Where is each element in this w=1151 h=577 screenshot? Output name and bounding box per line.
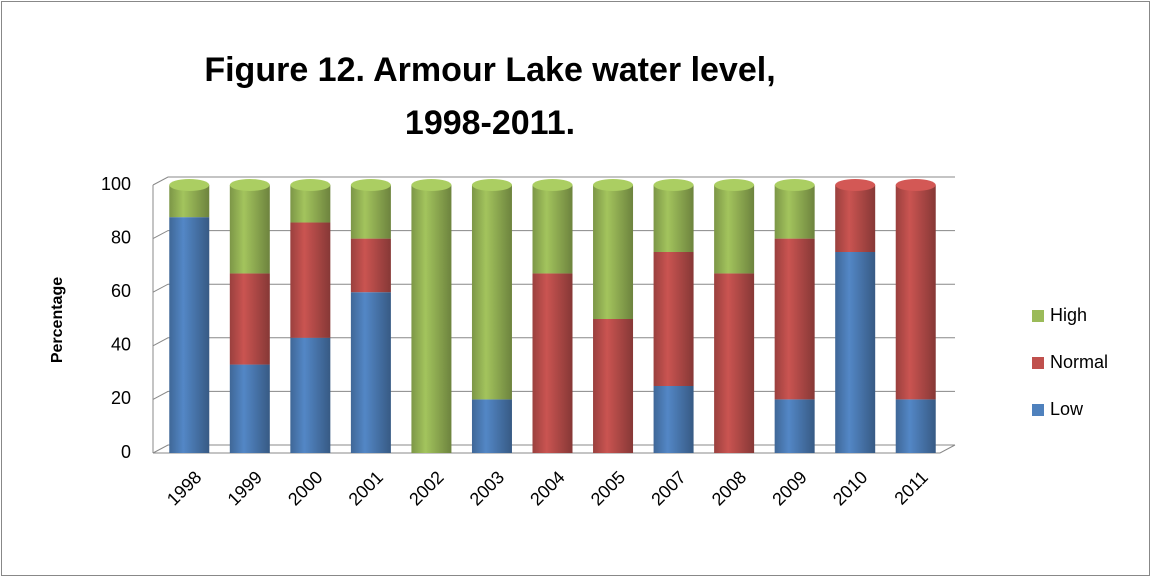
y-tick-label: 100 [101, 174, 131, 194]
legend-label: Low [1050, 399, 1084, 419]
bar-segment [774, 399, 815, 453]
x-tick-label: 1999 [224, 467, 266, 509]
bar-segment [350, 238, 391, 293]
bar-cap [229, 179, 270, 191]
chart-title: Figure 12. Armour Lake water level, 1998… [204, 51, 776, 142]
x-tick-label: 2003 [466, 467, 508, 509]
bar-segment [290, 337, 331, 453]
bar-cap [411, 179, 452, 191]
y-tick-label: 80 [111, 227, 131, 247]
bar-segment [835, 185, 876, 252]
legend-label: High [1050, 305, 1087, 325]
bar-segment [895, 185, 936, 400]
bar-cap [290, 179, 331, 191]
bar-cap [774, 179, 815, 191]
bar-segment [593, 319, 634, 453]
x-tick-label: 2002 [405, 467, 447, 509]
bar-segment [229, 364, 270, 453]
bar-cap [835, 179, 876, 191]
bar-cap [350, 179, 391, 191]
legend-swatch [1032, 357, 1044, 369]
bar-segment [471, 399, 512, 453]
x-tick-label: 2005 [587, 467, 629, 509]
x-tick-label: 2007 [647, 467, 689, 509]
bar-segment [532, 185, 573, 274]
bar-segment [350, 292, 391, 453]
bar-cap [593, 179, 634, 191]
x-tick-label: 2009 [768, 467, 810, 509]
bar-segment [714, 185, 755, 274]
bar-segment [653, 185, 694, 252]
legend-label: Normal [1050, 352, 1108, 372]
bar-segment [593, 185, 634, 319]
bar-segment [290, 185, 331, 223]
y-tick-label: 0 [121, 442, 131, 462]
bar-segment [229, 273, 270, 365]
bar-cap [471, 179, 512, 191]
bar-segment [774, 238, 815, 400]
y-tick-label: 20 [111, 388, 131, 408]
bar-segment [835, 252, 876, 453]
legend-swatch [1032, 404, 1044, 416]
bar-segment [895, 399, 936, 453]
x-tick-label: 2001 [345, 467, 387, 509]
bar-segment [350, 185, 391, 239]
bar-segment [653, 386, 694, 453]
bar-cap [714, 179, 755, 191]
bar-segment [229, 185, 270, 274]
x-tick-label: 2008 [708, 467, 750, 509]
grid-line [152, 176, 955, 186]
bar-cap [532, 179, 573, 191]
x-tick-label: 2011 [890, 467, 932, 509]
bar-segment [169, 217, 210, 453]
legend-swatch [1032, 310, 1044, 322]
y-tick-label: 60 [111, 281, 131, 301]
bar-cap [169, 179, 210, 191]
bar-segment [653, 252, 694, 386]
bar-segment [774, 185, 815, 239]
bar-cap [653, 179, 694, 191]
bar-segment [290, 222, 331, 338]
bar-segment [411, 185, 452, 453]
bar-segment [714, 273, 755, 453]
bar-cap [895, 179, 936, 191]
x-tick-label: 2010 [829, 467, 871, 509]
bar-segment [532, 273, 573, 453]
y-tick-label: 40 [111, 335, 131, 355]
x-tick-label: 2004 [526, 467, 568, 509]
y-axis-label: Percentage [49, 277, 66, 363]
bar-segment [471, 185, 512, 400]
x-tick-label: 1998 [163, 467, 205, 509]
x-tick-label: 2000 [284, 467, 326, 509]
